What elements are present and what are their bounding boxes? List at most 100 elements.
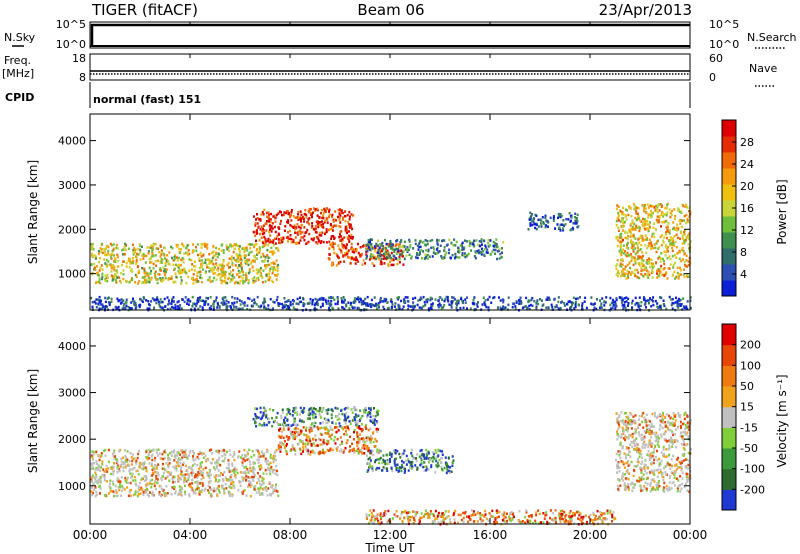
range-time-cell	[227, 492, 230, 495]
range-time-cell	[450, 256, 452, 260]
range-time-cell	[620, 232, 623, 236]
range-time-cell	[334, 426, 337, 429]
range-time-cell	[545, 219, 548, 222]
range-time-cell	[352, 438, 355, 441]
range-time-cell	[370, 253, 373, 256]
range-time-cell	[345, 250, 348, 254]
range-time-cell	[685, 213, 688, 217]
range-time-cell	[211, 266, 214, 270]
range-time-cell	[456, 303, 458, 307]
range-time-cell	[116, 255, 119, 259]
range-time-cell	[308, 208, 311, 211]
range-time-cell	[246, 304, 249, 307]
range-time-cell	[183, 478, 186, 481]
range-time-cell	[332, 218, 335, 222]
range-time-cell	[163, 246, 166, 250]
range-time-cell	[333, 224, 336, 227]
range-time-cell	[674, 214, 677, 218]
range-time-cell	[377, 256, 380, 259]
range-time-cell	[259, 482, 261, 486]
range-time-cell	[188, 493, 191, 496]
range-time-cell	[559, 229, 562, 232]
range-time-cell	[363, 447, 366, 450]
range-time-cell	[221, 303, 224, 306]
range-time-cell	[124, 242, 127, 246]
range-time-cell	[96, 271, 99, 275]
range-time-cell	[683, 275, 686, 279]
range-time-cell	[207, 303, 210, 306]
range-time-cell	[116, 247, 119, 250]
range-time-cell	[637, 215, 640, 218]
range-time-cell	[289, 412, 292, 416]
range-time-cell	[211, 279, 214, 283]
range-time-cell	[296, 413, 299, 416]
range-time-cell	[248, 270, 251, 273]
range-time-cell	[335, 224, 338, 228]
range-time-cell	[180, 494, 183, 497]
range-time-cell	[210, 259, 213, 263]
range-time-cell	[126, 458, 129, 461]
range-time-cell	[261, 479, 264, 483]
range-time-cell	[632, 234, 635, 237]
range-time-cell	[122, 299, 125, 302]
range-time-cell	[353, 258, 356, 261]
range-time-cell	[125, 481, 128, 484]
range-time-cell	[255, 242, 258, 246]
range-time-cell	[252, 231, 255, 234]
range-time-cell	[351, 247, 354, 251]
range-time-cell	[572, 222, 575, 225]
range-time-cell	[647, 276, 650, 279]
range-time-cell	[661, 257, 664, 261]
range-time-cell	[352, 418, 355, 421]
range-time-cell	[115, 243, 118, 247]
range-time-cell	[281, 240, 284, 244]
range-time-cell	[171, 297, 174, 301]
range-time-cell	[465, 254, 468, 258]
range-time-cell	[365, 406, 367, 410]
range-time-cell	[215, 251, 218, 255]
range-time-cell	[677, 228, 680, 231]
range-time-cell	[327, 449, 330, 452]
range-time-cell	[254, 257, 257, 260]
range-time-cell	[217, 480, 220, 484]
range-time-cell	[357, 298, 360, 301]
range-time-cell	[644, 238, 647, 241]
range-time-cell	[443, 299, 446, 303]
range-time-cell	[430, 246, 433, 249]
range-time-cell	[90, 476, 93, 479]
range-time-cell	[216, 494, 219, 497]
range-time-cell	[132, 260, 135, 263]
range-time-cell	[275, 247, 278, 250]
range-time-cell	[242, 280, 245, 283]
range-time-cell	[373, 296, 376, 299]
range-time-cell	[202, 468, 205, 471]
range-time-cell	[172, 280, 175, 284]
range-time-cell	[132, 253, 135, 256]
range-time-cell	[194, 458, 197, 461]
range-time-cell	[535, 305, 538, 309]
range-time-cell	[269, 472, 272, 476]
range-time-cell	[259, 406, 262, 410]
range-time-cell	[249, 243, 252, 246]
range-time-cell	[630, 214, 633, 218]
range-time-cell	[134, 490, 137, 493]
range-time-cell	[420, 248, 423, 252]
range-time-cell	[128, 464, 131, 467]
range-time-cell	[631, 257, 634, 260]
range-time-cell	[630, 232, 632, 235]
range-time-cell	[361, 437, 364, 440]
range-time-cell	[403, 245, 406, 248]
range-time-cell	[453, 238, 456, 241]
range-time-cell	[314, 209, 317, 212]
range-time-cell	[122, 461, 125, 464]
range-time-cell	[473, 302, 476, 305]
range-time-cell	[424, 304, 427, 307]
range-time-cell	[215, 474, 218, 477]
range-time-cell	[664, 213, 667, 216]
range-time-cell	[183, 300, 186, 304]
range-time-cell	[130, 456, 133, 459]
range-time-cell	[323, 426, 326, 429]
range-time-cell	[626, 231, 629, 235]
range-time-cell	[307, 452, 310, 456]
